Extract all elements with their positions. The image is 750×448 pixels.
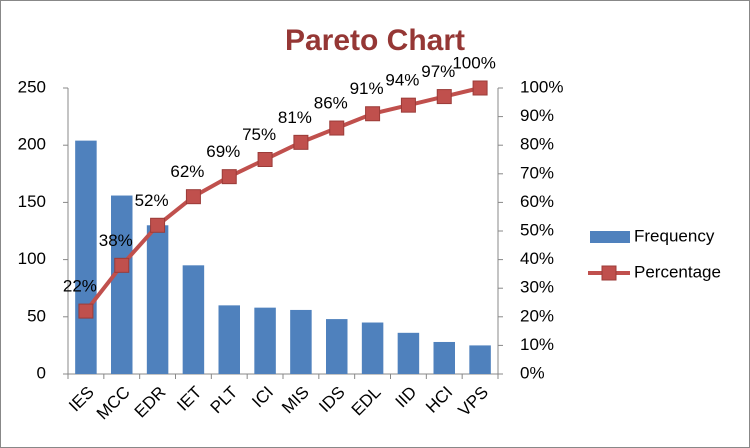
marker	[257, 152, 273, 167]
data-label: 22%	[63, 277, 97, 296]
marker	[472, 80, 488, 96]
y2-tick-label: 0%	[520, 363, 545, 382]
bar	[254, 307, 276, 374]
y-tick-label: 100	[18, 249, 46, 268]
legend-label: Percentage	[634, 262, 721, 281]
data-label: 94%	[385, 71, 419, 90]
marker	[114, 257, 130, 273]
y-tick-label: 50	[27, 306, 46, 325]
marker	[365, 106, 381, 122]
marker	[221, 169, 237, 185]
y-tick-label: 250	[18, 77, 46, 96]
data-label: 75%	[242, 125, 276, 144]
y-tick-label: 200	[18, 135, 46, 154]
marker	[185, 189, 201, 205]
marker	[78, 303, 94, 319]
data-label: 52%	[135, 191, 169, 210]
y2-tick-label: 40%	[520, 249, 554, 268]
y2-tick-label: 90%	[520, 106, 554, 125]
y2-tick-label: 60%	[520, 192, 554, 211]
y2-tick-label: 80%	[520, 135, 554, 154]
marker	[293, 134, 309, 150]
marker	[436, 89, 452, 105]
bar	[111, 195, 133, 374]
bar	[182, 265, 205, 374]
legend-swatch	[590, 231, 630, 243]
data-label: 91%	[350, 79, 384, 98]
y-tick-label: 150	[18, 192, 46, 211]
bar	[75, 140, 97, 374]
bar	[218, 305, 240, 374]
y2-tick-label: 20%	[520, 306, 554, 325]
legend-label: Frequency	[634, 226, 715, 245]
data-label: 69%	[206, 142, 240, 161]
legend-marker	[601, 265, 617, 281]
data-label: 97%	[421, 62, 455, 81]
y2-tick-label: 30%	[520, 278, 554, 297]
y-tick-label: 0	[37, 363, 46, 382]
bar	[146, 225, 169, 374]
marker	[400, 97, 416, 113]
data-label: 86%	[314, 94, 348, 113]
data-label: 81%	[278, 108, 312, 127]
marker	[150, 217, 166, 233]
y2-tick-label: 50%	[520, 220, 554, 239]
y2-tick-label: 100%	[520, 77, 563, 96]
data-label: 38%	[99, 231, 133, 250]
bar	[361, 322, 384, 374]
bar	[326, 319, 348, 374]
bar	[397, 332, 420, 374]
bar	[469, 345, 491, 374]
bar	[433, 341, 455, 374]
chart-title: Pareto Chart	[285, 24, 465, 57]
y2-tick-label: 10%	[520, 335, 554, 354]
y2-tick-label: 70%	[520, 163, 554, 182]
marker	[329, 120, 345, 136]
bar	[290, 309, 312, 374]
data-label: 62%	[170, 162, 204, 181]
data-label: 100%	[452, 53, 495, 72]
